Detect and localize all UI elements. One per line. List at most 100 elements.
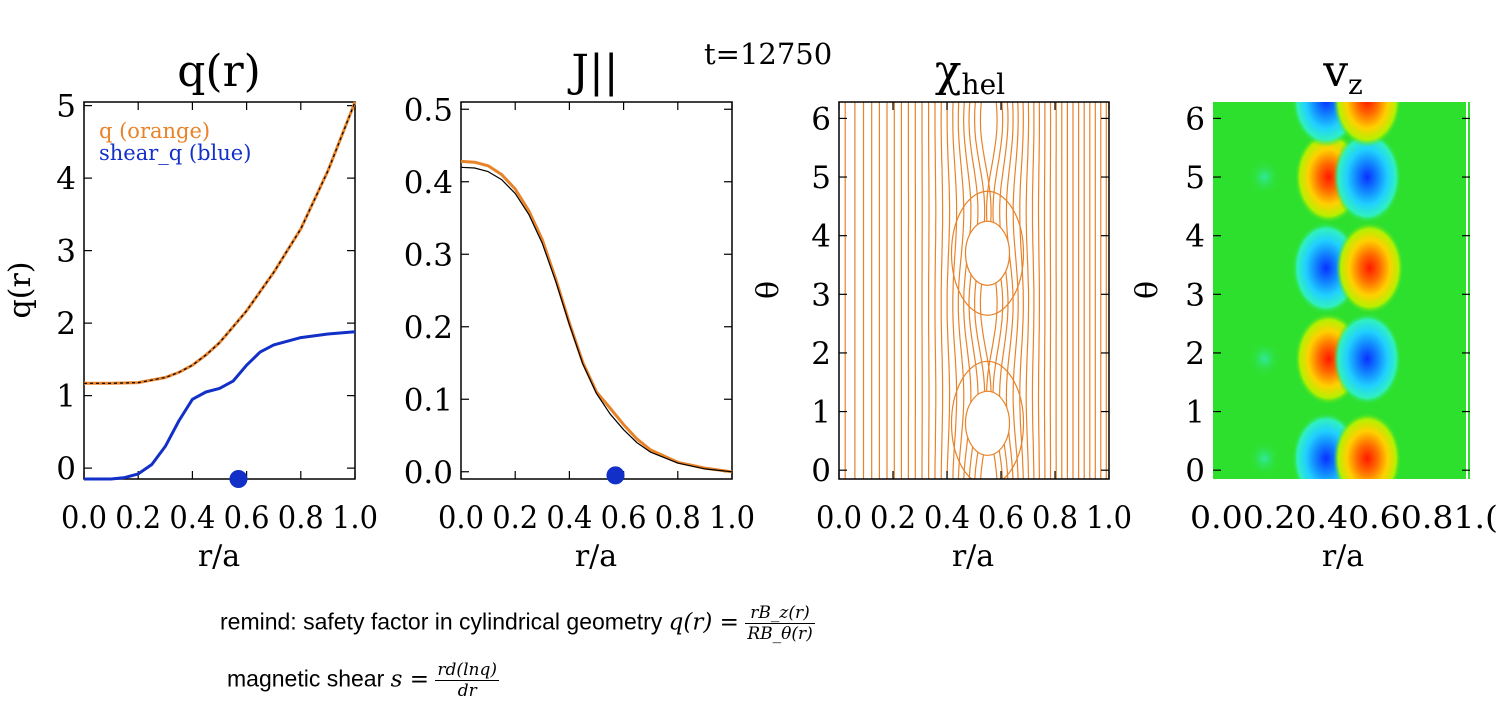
magnetic-shear-text: magnetic shear	[227, 665, 385, 692]
y-tick-label: 2	[56, 306, 76, 342]
weak-flow-cell	[1248, 159, 1281, 196]
island-separatrix	[950, 360, 1025, 479]
y-tick-label: 0	[811, 453, 831, 489]
magnetic-island	[964, 390, 1011, 456]
y-tick-label: 5	[56, 89, 76, 125]
panel3-title: χhel	[935, 46, 1005, 101]
panel1-title: q(r)	[177, 46, 261, 97]
y-tick-label: 2	[1185, 336, 1205, 372]
s-formula-fraction: rd(lnq) dr	[435, 660, 499, 701]
panel4-ylabel: θ	[1130, 281, 1165, 299]
panel4-heatmap	[1248, 102, 1468, 479]
y-tick-label: 1	[811, 395, 831, 431]
y-tick-label: 0.3	[404, 237, 453, 273]
x-tick-label: 0.0	[816, 500, 862, 536]
panel3-title-sub: hel	[962, 68, 1006, 101]
x-tick-label: 0.4	[546, 500, 592, 536]
safety-factor-note: remind: safety factor in cylindrical geo…	[220, 603, 815, 644]
island-separatrix	[950, 190, 1025, 316]
q-formula-lhs: q(r) =	[668, 609, 739, 636]
y-tick-label: 3	[1185, 277, 1205, 313]
contour-line	[952, 102, 958, 479]
resonance-marker	[229, 470, 248, 488]
panel2-lines	[460, 159, 733, 485]
x-tick-label: 0.6	[978, 500, 1024, 536]
panel2-ticks: 0.0 0.2 0.4 0.6 0.8 1.00.00.10.20.30.40.5	[404, 92, 755, 536]
x-tick-label: 1.0	[1086, 500, 1132, 536]
y-tick-label: 6	[811, 101, 831, 137]
y-tick-label: 3	[811, 277, 831, 313]
panel4-title-main: v	[1322, 46, 1348, 97]
q-formula-numerator: rB_z(r)	[745, 603, 815, 624]
panel2-frame	[460, 101, 733, 480]
contour-line	[940, 102, 944, 479]
magnetic-shear-note: magnetic shear s = rd(lnq) dr	[227, 660, 499, 701]
panel4-xlabel: r/a	[1322, 539, 1364, 574]
y-tick-label: 3	[56, 234, 76, 270]
panel-chi-hel: χhel 0.0 0.2 0.4 0.6 0.8 1.0 0 1 2 3 4 5 6 θ r/a	[751, 46, 1132, 574]
timestamp-label: t=12750	[704, 37, 832, 71]
safety-factor-text: remind: safety factor in cylindrical geo…	[220, 608, 663, 635]
panel4-title-sub: z	[1348, 68, 1363, 101]
negative-flow-cell	[1333, 131, 1402, 224]
x-tick-label: 0.8	[278, 500, 324, 536]
positive-flow-cell	[1335, 221, 1404, 314]
y-tick-label: 4	[811, 219, 831, 255]
contour-line	[934, 102, 937, 479]
weak-flow-cell	[1248, 340, 1281, 377]
panel2-xlabel: r/a	[575, 539, 617, 574]
y-tick-label: 0.1	[404, 382, 453, 418]
panel3-title-main: χ	[935, 46, 962, 97]
y-tick-label: 4	[56, 161, 76, 197]
x-tick-label: 0.6	[601, 500, 647, 536]
y-tick-label: 4	[1185, 219, 1205, 255]
y-tick-label: 6	[1185, 101, 1205, 137]
magnetic-island	[964, 220, 1011, 286]
x-tick-label: 0.8	[1032, 500, 1078, 536]
panel3-frame	[838, 101, 1110, 480]
panel4-title: vz	[1322, 46, 1363, 101]
x-tick-label: 1.0	[332, 500, 378, 536]
panel1-ylabel: q(r)	[3, 262, 38, 319]
contour-line	[1031, 102, 1035, 479]
s-formula-numerator: rd(lnq)	[435, 660, 499, 681]
negative-flow-cell	[1333, 312, 1402, 405]
x-tick-label: 0.2	[115, 500, 161, 536]
x-tick-label: 0.4	[169, 500, 215, 536]
panel2-title: J||	[567, 46, 618, 97]
y-tick-label: 0.2	[404, 310, 453, 346]
s-formula-denominator: dr	[457, 681, 477, 701]
y-tick-label: 5	[1185, 160, 1205, 196]
contour-line	[946, 102, 951, 479]
q-formula-fraction: rB_z(r) RB_θ(r)	[745, 603, 815, 644]
y-tick-label: 0	[56, 451, 76, 487]
y-tick-label: 0.0	[404, 455, 453, 491]
contour-line	[1012, 102, 1019, 479]
y-tick-label: 1	[56, 379, 76, 415]
panel1-ticks: 0.0 0.2 0.4 0.6 0.8 1.0 0 1 2 3 4 5	[56, 89, 378, 536]
panel3-contours	[844, 102, 1107, 479]
y-tick-label: 1	[1185, 395, 1205, 431]
legend-shear-blue: shear_q (blue)	[99, 141, 251, 165]
y-tick-label: 0.5	[404, 92, 453, 128]
q-formula-denominator: RB_θ(r)	[747, 624, 813, 644]
panel-q-profile: q(r) 0.0 0.2 0.4 0.6 0.8 1.0 0 1 2 3 4 5 q(r) r/a q…	[3, 46, 378, 574]
y-tick-label: 2	[811, 336, 831, 372]
x-tick-label: 0.6	[224, 500, 270, 536]
x-tick-label: 0.2	[492, 500, 538, 536]
x-tick-label: 1.0	[709, 500, 755, 536]
panel4-ticks: 0 1 2 3 4 5 6	[1185, 101, 1470, 489]
legend-q-orange: q (orange)	[99, 119, 210, 143]
resonance-marker	[606, 466, 625, 485]
x-tick-label: 0.0	[438, 500, 484, 536]
panel-vz: vz 0 1 2 3 4 5 6 θ 0.00.20.40.60.81.( r/a	[1130, 46, 1498, 574]
weak-flow-cell	[1248, 440, 1281, 477]
panel1-frame	[83, 101, 356, 480]
x-tick-label: 0.4	[924, 500, 970, 536]
y-tick-label: 5	[811, 160, 831, 196]
panel1-xlabel: r/a	[198, 539, 240, 574]
contour-line	[1037, 102, 1040, 479]
panel4-xtick-row: 0.00.20.40.60.81.(	[1190, 500, 1498, 536]
x-tick-label: 0.8	[655, 500, 701, 536]
